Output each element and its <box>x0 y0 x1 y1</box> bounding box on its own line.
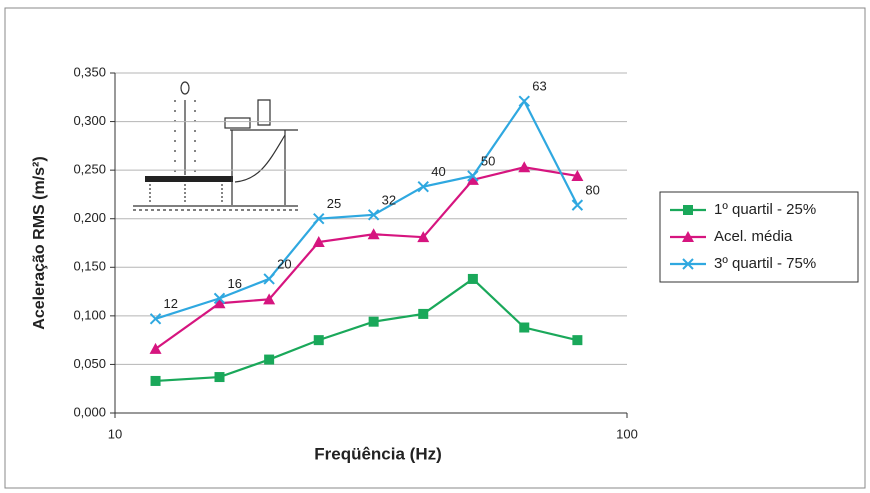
point-label: 80 <box>585 183 599 198</box>
marker-square <box>418 309 428 319</box>
y-tick-label: 0,300 <box>73 113 106 128</box>
marker-square <box>151 376 161 386</box>
marker-square <box>683 205 693 215</box>
x-axis-label: Freqüência (Hz) <box>314 444 442 463</box>
point-label: 50 <box>481 153 495 168</box>
y-tick-label: 0,000 <box>73 404 106 419</box>
marker-square <box>519 323 529 333</box>
y-tick-label: 0,050 <box>73 356 106 371</box>
y-tick-label: 0,250 <box>73 162 106 177</box>
y-tick-label: 0,200 <box>73 210 106 225</box>
marker-square <box>369 317 379 327</box>
y-tick-label: 0,150 <box>73 259 106 274</box>
x-tick-label: 10 <box>108 426 122 441</box>
legend-label: 1º quartil - 25% <box>714 201 816 218</box>
point-label: 16 <box>228 276 242 291</box>
marker-square <box>468 274 478 284</box>
chart: Freqüência (Hz) Aceleração RMS (m/s²) 0,… <box>0 0 870 493</box>
marker-square <box>314 335 324 345</box>
y-axis-label: Aceleração RMS (m/s²) <box>31 156 48 329</box>
x-tick-label: 100 <box>616 426 638 441</box>
marker-square <box>572 335 582 345</box>
legend-label: Acel. média <box>714 228 793 245</box>
point-label: 20 <box>277 256 291 271</box>
point-label: 40 <box>431 164 445 179</box>
y-tick-label: 0,100 <box>73 307 106 322</box>
point-label: 32 <box>382 192 396 207</box>
marker-square <box>215 372 225 382</box>
marker-square <box>264 355 274 365</box>
legend-label: 3º quartil - 75% <box>714 255 816 272</box>
point-label: 25 <box>327 196 341 211</box>
page: Freqüência (Hz) Aceleração RMS (m/s²) 0,… <box>0 0 870 493</box>
point-label: 63 <box>532 79 546 94</box>
point-label: 12 <box>164 296 178 311</box>
y-tick-label: 0,350 <box>73 64 106 79</box>
